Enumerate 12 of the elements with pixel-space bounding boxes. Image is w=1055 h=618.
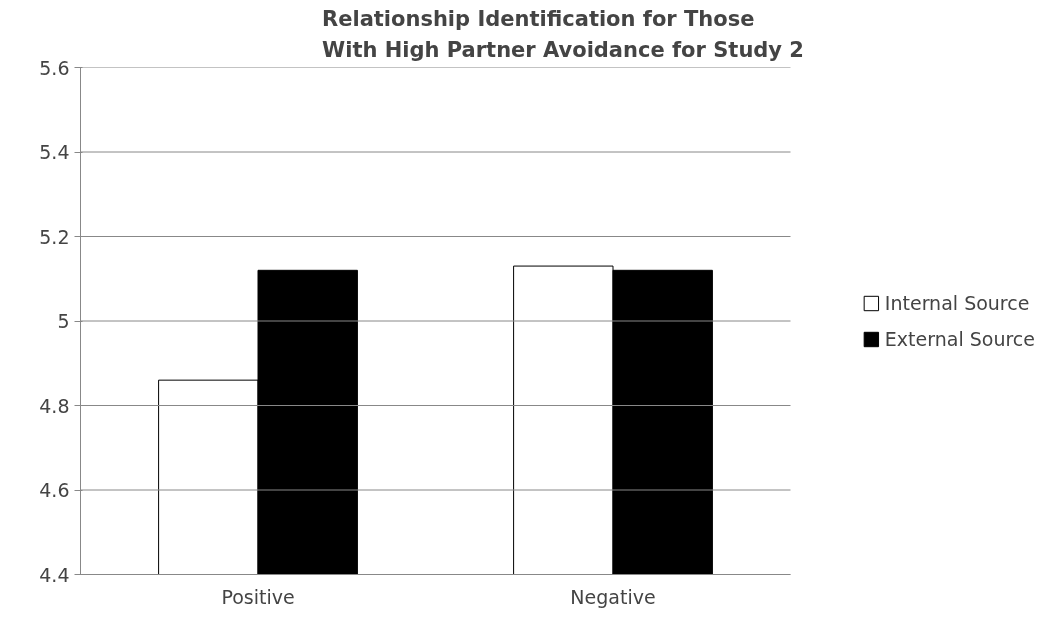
y-tick-label: 5 bbox=[57, 310, 70, 332]
y-tick-label: 5.2 bbox=[39, 225, 70, 248]
x-tick-label: Positive bbox=[221, 585, 295, 608]
y-tick-label: 4.6 bbox=[39, 479, 70, 501]
y-tick-label: 4.4 bbox=[39, 563, 70, 586]
legend-label: Internal Source bbox=[884, 291, 1030, 314]
legend-label: External Source bbox=[884, 327, 1035, 350]
y-tick-label: 4.8 bbox=[39, 394, 70, 417]
y-tick-label: 5.6 bbox=[39, 56, 70, 79]
y-tick-label: 5.4 bbox=[39, 141, 70, 163]
x-tick-label: Negative bbox=[570, 585, 656, 608]
chart-title: Relationship Identification for Those With High Partner Avoidance for Study 2 bbox=[322, 7, 804, 63]
